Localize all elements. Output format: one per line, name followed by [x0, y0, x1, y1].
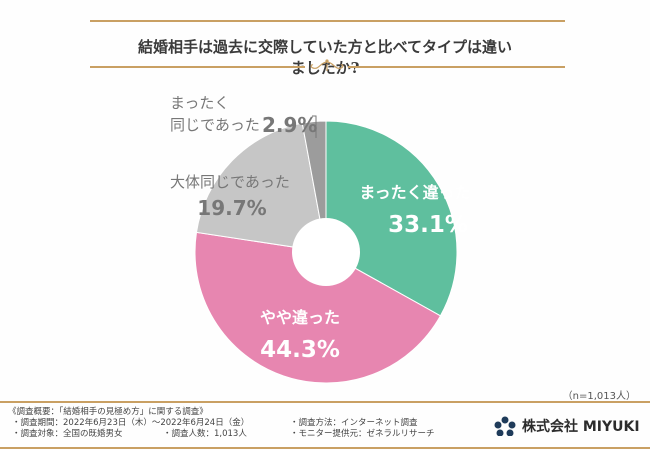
value-label-3: 19.7%: [197, 196, 266, 220]
logo-text: 株式会社 MIYUKI: [522, 419, 640, 435]
footer-rule-top: [0, 401, 650, 403]
title-rule-top: [90, 20, 565, 22]
category-label-3: 大体同じであった: [170, 173, 290, 191]
company-logo: 株式会社 MIYUKI: [494, 416, 640, 436]
survey-provider: ・モニター提供元：ゼネラルリサーチ: [290, 429, 435, 439]
category-label-4: まったく: [170, 94, 229, 112]
title-rule-bottom-left: [90, 66, 305, 68]
page-title: 結婚相手は過去に交際していた方と比べてタイプは違いましたか?: [138, 38, 512, 77]
survey-period: ・調査期間：2022年6月23日（木）～2022年6月24日（金）: [12, 418, 250, 428]
survey-target: ・調査対象：全国の既婚男女: [12, 429, 123, 439]
value-label-2: 44.3%: [260, 337, 340, 363]
donut-chart: まったく違った 33.1% やや違った 44.3% 大体同じであった 19.7% まったく同…: [170, 94, 470, 384]
footer-rule-bottom: [0, 447, 650, 449]
title-rule-bottom-right: [348, 66, 565, 68]
slice-3: [195, 122, 327, 253]
sample-size: （n=1,013人）: [562, 391, 636, 402]
survey-count: ・調査人数：1,013人: [163, 429, 247, 439]
donut-hole: [292, 218, 360, 286]
logo-mark-icon: [494, 416, 516, 436]
value-label-1: 33.1%: [388, 212, 468, 238]
overview-title: 《調査概要：「結婚相手の見極め方」に関する調査》: [8, 407, 208, 417]
category-label-4-cont: 同じであった: [170, 116, 260, 134]
ornament-icon: [310, 59, 344, 71]
slice-2: [194, 231, 442, 384]
survey-method: ・調査方法：インターネット調査: [290, 418, 418, 428]
value-label-4: 2.9%: [262, 113, 317, 137]
category-label-2: やや違った: [260, 308, 340, 327]
slice-1: [325, 120, 458, 317]
leader-line: [312, 115, 317, 138]
category-label-1: まったく違った: [359, 183, 470, 202]
